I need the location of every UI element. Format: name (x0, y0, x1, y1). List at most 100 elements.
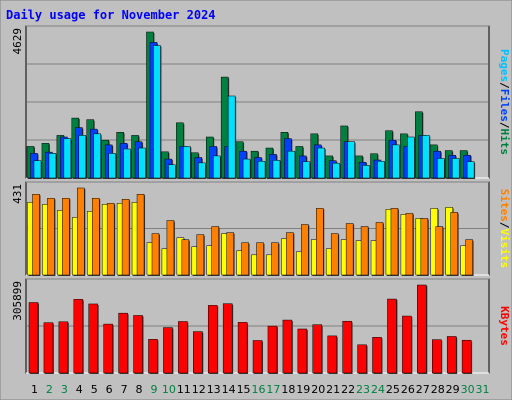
bar-pages-day-9-face (153, 45, 161, 179)
bar-pages-day-19 (302, 161, 311, 179)
bar-kbytes-day-8 (133, 315, 144, 374)
bar-kbytes-day-28-face (432, 339, 442, 374)
bar-pages-day-2 (48, 153, 57, 179)
bar-sites-day-14-face (226, 232, 234, 276)
day-label-29: 29 (446, 383, 460, 396)
day-label-12: 12 (192, 383, 206, 396)
day-label-27: 27 (416, 383, 430, 396)
bar-sites-day-5-face (91, 198, 100, 276)
bar-sites-day-28-face (435, 226, 444, 276)
bar-kbytes-day-27 (417, 284, 428, 374)
bar-pages-day-12-face (198, 162, 206, 179)
bar-kbytes-day-6-face (103, 323, 113, 374)
bar-pages-day-17 (272, 160, 281, 179)
bar-sites-day-18 (286, 232, 295, 276)
bar-pages-day-14 (227, 95, 237, 179)
day-label-25: 25 (386, 383, 400, 396)
legend-visits-sites: Sites/Visits (498, 189, 511, 269)
bar-pages-day-18-face (287, 150, 296, 179)
bar-kbytes-day-24 (372, 337, 383, 374)
bar-pages-day-7-face (123, 148, 131, 179)
bar-sites-day-12 (196, 234, 205, 276)
day-label-22: 22 (341, 383, 355, 396)
day-label-9: 9 (150, 383, 157, 396)
bar-pages-day-27-face (422, 135, 430, 179)
bar-pages-day-27 (422, 135, 431, 179)
bar-kbytes-day-4-face (73, 299, 84, 374)
bar-kbytes-day-27-face (417, 284, 427, 374)
bar-kbytes-day-17 (267, 325, 278, 374)
bar-pages-day-11 (183, 146, 192, 179)
bar-kbytes-day-20-face (312, 324, 323, 374)
bar-sites-day-29 (450, 212, 459, 276)
bar-sites-day-17-face (271, 242, 279, 276)
day-label-15: 15 (237, 383, 251, 396)
bar-kbytes-day-28 (432, 339, 443, 374)
day-label-1: 1 (31, 383, 38, 396)
day-label-23: 23 (356, 383, 370, 396)
bar-sites-day-5 (91, 198, 101, 276)
bar-kbytes-day-1-face (28, 302, 39, 374)
bar-pages-day-3-face (63, 138, 72, 179)
bar-kbytes-day-7-face (118, 312, 128, 374)
bar-pages-day-4 (78, 135, 87, 179)
panel-2: 431 (11, 181, 490, 276)
bar-sites-day-25-face (390, 208, 399, 276)
bar-sites-day-22 (345, 223, 355, 276)
bar-sites-day-24-face (375, 222, 384, 276)
bar-pages-day-21 (332, 162, 341, 179)
bar-pages-day-24-face (377, 161, 385, 179)
bar-pages-day-15 (242, 158, 252, 179)
bar-kbytes-day-13-face (207, 305, 218, 374)
bar-kbytes-day-21 (327, 335, 338, 374)
bar-kbytes-day-22 (342, 320, 353, 374)
bar-sites-day-15 (241, 242, 250, 276)
bar-sites-day-18-face (286, 232, 294, 276)
bar-kbytes-day-3 (58, 321, 69, 374)
bar-pages-day-29-face (451, 158, 460, 179)
bar-kbytes-day-25-face (387, 298, 397, 374)
bar-pages-day-26 (407, 136, 416, 179)
bar-pages-day-22-face (347, 141, 355, 179)
day-label-8: 8 (136, 383, 143, 396)
legend-visits-sites-part-2: Visits (498, 229, 511, 269)
bar-kbytes-day-2 (43, 322, 54, 374)
bar-sites-day-19-face (301, 224, 309, 276)
bar-kbytes-day-26-face (402, 315, 412, 374)
day-label-7: 7 (121, 383, 128, 396)
bar-sites-day-14 (226, 232, 235, 276)
bar-kbytes-day-14 (222, 303, 234, 374)
bar-pages-day-20 (317, 147, 326, 179)
bar-sites-day-2-face (47, 198, 55, 276)
bar-sites-day-4 (77, 187, 86, 276)
bar-pages-day-28-face (437, 158, 445, 179)
bar-sites-day-6-face (106, 203, 115, 276)
bar-pages-day-22 (347, 141, 356, 179)
legend-visits-sites-part-0: Sites (498, 189, 511, 222)
bar-kbytes-day-22-face (342, 320, 352, 374)
max-value-label: 431 (11, 184, 24, 204)
day-label-10: 10 (162, 383, 176, 396)
bar-sites-day-1 (32, 194, 41, 276)
bar-kbytes-day-15 (237, 322, 249, 374)
bar-kbytes-day-19-face (297, 328, 308, 374)
max-value-label: 4629 (11, 28, 24, 55)
day-labels: 1 2 3 4 5 6 7 8 9 10 11 12 13 14 15 16 17 18 19 20 21 22 23 24 2… (31, 383, 490, 396)
bar-kbytes-day-5 (88, 303, 99, 374)
bar-sites-day-9-face (151, 233, 160, 276)
bar-sites-day-16 (256, 242, 265, 276)
bar-sites-day-21-face (330, 233, 339, 276)
bar-kbytes-day-3-face (58, 321, 69, 374)
bar-kbytes-day-14-face (222, 303, 233, 374)
bar-kbytes-day-1 (28, 302, 39, 374)
bar-sites-day-8 (136, 194, 146, 276)
day-label-16: 16 (252, 383, 266, 396)
bar-pages-day-4-face (78, 135, 87, 179)
bar-kbytes-day-2-face (43, 322, 54, 374)
bar-sites-day-23-face (360, 226, 369, 276)
panel-3: 305899 (11, 278, 490, 374)
legend-hits-files-pages-part-3: / (498, 122, 511, 129)
